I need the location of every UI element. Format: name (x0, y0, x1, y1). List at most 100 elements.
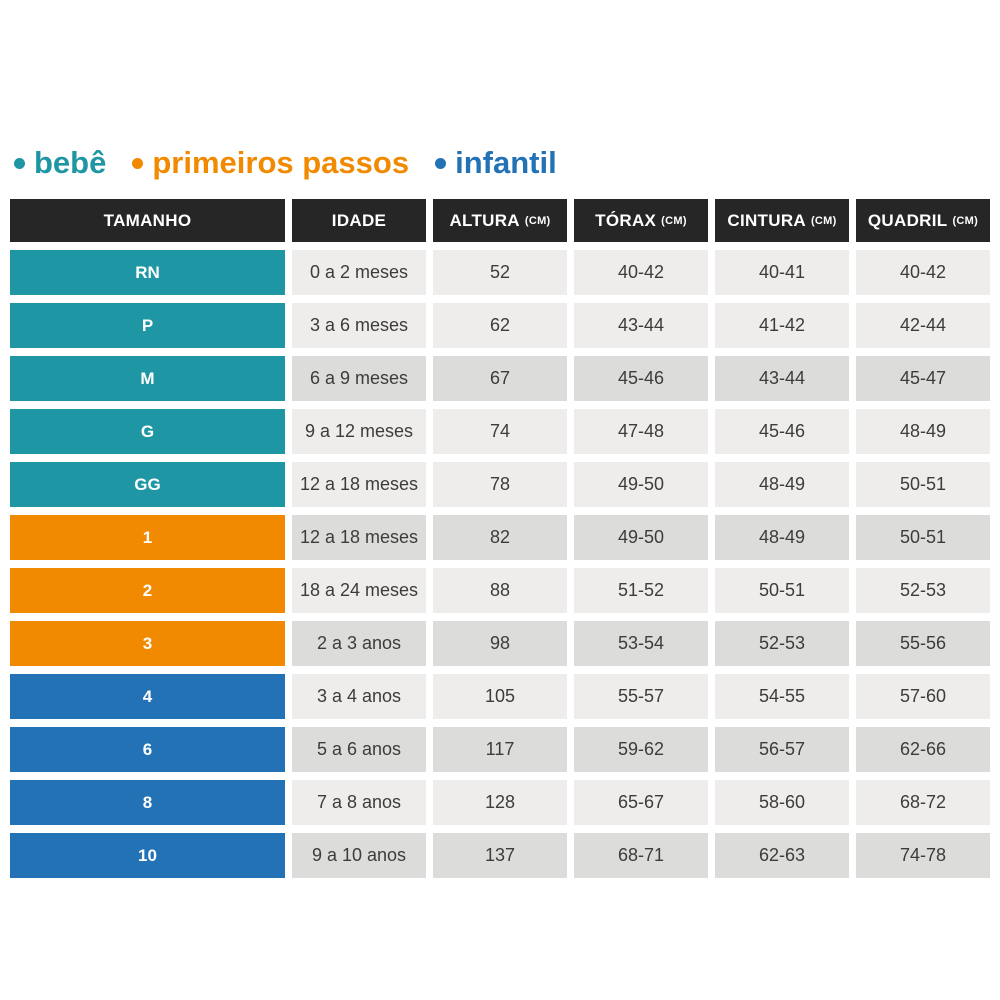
cintura-cell: 43-44 (715, 356, 849, 401)
quadril-cell: 50-51 (856, 462, 990, 507)
torax-cell: 43-44 (574, 303, 708, 348)
cintura-cell: 45-46 (715, 409, 849, 454)
torax-cell: 55-57 (574, 674, 708, 719)
altura-cell: 82 (433, 515, 567, 560)
size-cell: M (10, 356, 285, 401)
idade-cell: 5 a 6 anos (292, 727, 426, 772)
altura-cell: 52 (433, 250, 567, 295)
torax-cell: 40-42 (574, 250, 708, 295)
quadril-cell: 50-51 (856, 515, 990, 560)
cintura-cell: 56-57 (715, 727, 849, 772)
legend-item-infantil: infantil (435, 147, 557, 178)
torax-cell: 59-62 (574, 727, 708, 772)
torax-cell: 49-50 (574, 515, 708, 560)
column-header-tamanho: TAMANHO (10, 199, 285, 242)
idade-cell: 7 a 8 anos (292, 780, 426, 825)
column-header-unit: (CM) (810, 214, 837, 227)
idade-cell: 12 a 18 meses (292, 515, 426, 560)
column-header-label: QUADRIL (867, 210, 948, 230)
quadril-cell: 40-42 (856, 250, 990, 295)
quadril-cell: 48-49 (856, 409, 990, 454)
size-cell: G (10, 409, 285, 454)
column-header-torax: TÓRAX (CM) (574, 199, 708, 242)
torax-cell: 68-71 (574, 833, 708, 878)
idade-cell: 3 a 4 anos (292, 674, 426, 719)
altura-cell: 98 (433, 621, 567, 666)
idade-cell: 9 a 10 anos (292, 833, 426, 878)
quadril-cell: 45-47 (856, 356, 990, 401)
column-header-label: IDADE (331, 210, 387, 230)
cintura-cell: 40-41 (715, 250, 849, 295)
size-cell: 6 (10, 727, 285, 772)
quadril-cell: 55-56 (856, 621, 990, 666)
torax-cell: 53-54 (574, 621, 708, 666)
size-cell: 10 (10, 833, 285, 878)
altura-cell: 128 (433, 780, 567, 825)
legend-item-label: primeiros passos (152, 145, 410, 180)
idade-cell: 6 a 9 meses (292, 356, 426, 401)
column-header-unit: (CM) (661, 214, 687, 227)
legend-item-label: bebê (34, 145, 107, 180)
idade-cell: 18 a 24 meses (292, 568, 426, 613)
quadril-cell: 62-66 (856, 727, 990, 772)
column-header-label: ALTURA (449, 210, 520, 230)
torax-cell: 51-52 (574, 568, 708, 613)
column-header-label: TÓRAX (595, 210, 657, 230)
size-cell: 8 (10, 780, 285, 825)
bullet-dot-icon (132, 158, 144, 169)
altura-cell: 105 (433, 674, 567, 719)
bullet-dot-icon (14, 158, 25, 169)
idade-cell: 12 a 18 meses (292, 462, 426, 507)
cintura-cell: 52-53 (715, 621, 849, 666)
altura-cell: 74 (433, 409, 567, 454)
torax-cell: 65-67 (574, 780, 708, 825)
cintura-cell: 41-42 (715, 303, 849, 348)
size-cell: 1 (10, 515, 285, 560)
altura-cell: 67 (433, 356, 567, 401)
column-header-unit: (CM) (524, 214, 551, 227)
size-cell: 2 (10, 568, 285, 613)
bullet-dot-icon (435, 158, 447, 169)
legend-item-label: infantil (455, 145, 557, 180)
idade-cell: 2 a 3 anos (292, 621, 426, 666)
cintura-cell: 50-51 (715, 568, 849, 613)
column-header-quadril: QUADRIL (CM) (856, 199, 990, 242)
size-cell: P (10, 303, 285, 348)
cintura-cell: 58-60 (715, 780, 849, 825)
idade-cell: 3 a 6 meses (292, 303, 426, 348)
altura-cell: 62 (433, 303, 567, 348)
torax-cell: 49-50 (574, 462, 708, 507)
size-cell: 3 (10, 621, 285, 666)
altura-cell: 88 (433, 568, 567, 613)
cintura-cell: 54-55 (715, 674, 849, 719)
legend-item-bebe: bebê (14, 147, 106, 178)
quadril-cell: 68-72 (856, 780, 990, 825)
idade-cell: 0 a 2 meses (292, 250, 426, 295)
cintura-cell: 62-63 (715, 833, 849, 878)
column-header-idade: IDADE (292, 199, 426, 242)
quadril-cell: 74-78 (856, 833, 990, 878)
column-header-label: TAMANHO (103, 210, 192, 230)
cintura-cell: 48-49 (715, 515, 849, 560)
column-header-altura: ALTURA (CM) (433, 199, 567, 242)
quadril-cell: 42-44 (856, 303, 990, 348)
size-cell: RN (10, 250, 285, 295)
column-header-label: CINTURA (727, 210, 806, 230)
size-table: TAMANHO IDADE ALTURA (CM) TÓRAX (CM) CIN… (10, 199, 990, 878)
column-header-cintura: CINTURA (CM) (715, 199, 849, 242)
torax-cell: 47-48 (574, 409, 708, 454)
altura-cell: 117 (433, 727, 567, 772)
quadril-cell: 57-60 (856, 674, 990, 719)
category-legend: bebê primeiros passos infantil (14, 147, 557, 178)
size-cell: 4 (10, 674, 285, 719)
cintura-cell: 48-49 (715, 462, 849, 507)
altura-cell: 137 (433, 833, 567, 878)
torax-cell: 45-46 (574, 356, 708, 401)
quadril-cell: 52-53 (856, 568, 990, 613)
column-header-unit: (CM) (952, 214, 979, 227)
idade-cell: 9 a 12 meses (292, 409, 426, 454)
altura-cell: 78 (433, 462, 567, 507)
legend-item-primeiros-passos: primeiros passos (132, 147, 409, 178)
size-cell: GG (10, 462, 285, 507)
